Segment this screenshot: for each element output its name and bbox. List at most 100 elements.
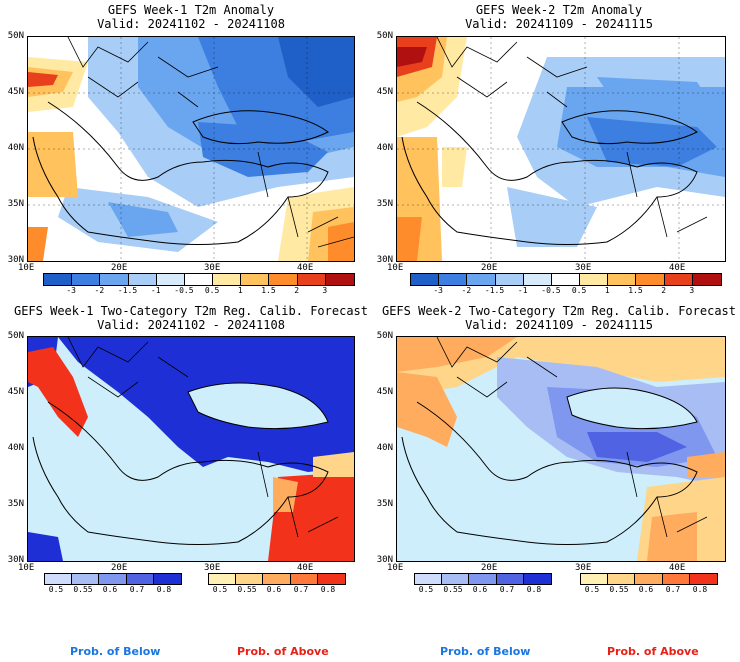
above-label: 0.6: [638, 585, 654, 594]
anomaly-label: -1: [517, 286, 528, 295]
panel-title-week1-prob: GEFS Week-1 Two-Category T2m Reg. Calib.…: [6, 304, 376, 332]
above-label: 0.7: [293, 585, 309, 594]
above-colorbar-week1: [208, 573, 346, 585]
anomaly-label: -1: [150, 286, 161, 295]
anomaly-label: 2: [294, 286, 300, 295]
lon-label: 20E: [481, 563, 498, 573]
below-swatch: [442, 574, 470, 584]
lon-label: 20E: [481, 263, 498, 273]
below-swatch: [496, 574, 524, 584]
anomaly-swatch: [664, 274, 693, 285]
lon-label: 10E: [18, 263, 35, 273]
lon-label: 20E: [111, 263, 128, 273]
prob-below-legend-week1: Prob. of Below: [70, 645, 161, 658]
above-swatch: [662, 574, 690, 584]
lat-label: 40N: [7, 443, 24, 453]
anomaly-label: 2: [661, 286, 667, 295]
panel-valid-text: Valid: 20241109 - 20241115: [465, 17, 653, 31]
below-label: 0.7: [499, 585, 515, 594]
below-swatch: [523, 574, 551, 584]
lon-label: 30E: [204, 563, 221, 573]
below-label: 0.5: [418, 585, 434, 594]
lon-label: 40E: [669, 263, 686, 273]
anomaly-swatch: [241, 274, 270, 285]
prob-below-legend-week2: Prob. of Below: [440, 645, 531, 658]
anomaly-swatch: [692, 274, 721, 285]
anomaly-swatch: [297, 274, 326, 285]
anomaly-swatch: [495, 274, 524, 285]
above-label: 0.55: [237, 585, 257, 594]
lat-label: 50N: [7, 31, 24, 41]
lon-label: 20E: [111, 563, 128, 573]
anomaly-swatch: [411, 274, 440, 285]
below-colorbar-week2: [414, 573, 552, 585]
anomaly-colorbar-week2: [410, 273, 722, 286]
above-swatch: [581, 574, 609, 584]
lat-label: 30N: [7, 555, 24, 565]
below-swatch: [469, 574, 497, 584]
anomaly-label: -1.5: [117, 286, 138, 295]
lat-label: 45N: [7, 387, 24, 397]
anomaly-label: 1.5: [628, 286, 643, 295]
lon-label: 10E: [387, 263, 404, 273]
above-swatch: [209, 574, 237, 584]
lat-label: 40N: [376, 443, 393, 453]
above-colorbar-week2: [580, 573, 718, 585]
anomaly-swatch: [523, 274, 552, 285]
anomaly-swatch: [44, 274, 73, 285]
anomaly-colorbar-week1: [43, 273, 355, 286]
below-swatch: [72, 574, 100, 584]
above-label: 0.8: [692, 585, 708, 594]
anomaly-swatch: [184, 274, 214, 285]
panel-valid-text: Valid: 20241109 - 20241115: [465, 318, 653, 332]
lon-label: 10E: [18, 563, 35, 573]
above-label: 0.5: [212, 585, 228, 594]
below-swatch: [45, 574, 73, 584]
lon-label: 30E: [575, 263, 592, 273]
below-label: 0.55: [73, 585, 93, 594]
below-label: 0.8: [156, 585, 172, 594]
anomaly-swatch: [213, 274, 242, 285]
anomaly-label: 1.5: [261, 286, 276, 295]
above-label: 0.7: [665, 585, 681, 594]
anomaly-swatch: [439, 274, 468, 285]
anomaly-label: -3: [66, 286, 76, 295]
lat-label: 35N: [376, 199, 393, 209]
lat-label: 40N: [7, 143, 24, 153]
above-swatch: [635, 574, 663, 584]
anomaly-label: -2: [94, 286, 105, 295]
lat-label: 35N: [376, 499, 393, 509]
lat-label: 45N: [376, 87, 393, 97]
below-label: 0.55: [443, 585, 463, 594]
above-label: 0.6: [266, 585, 282, 594]
map-week1-probability: [27, 336, 355, 562]
anomaly-swatch: [100, 274, 129, 285]
anomaly-swatch: [551, 274, 581, 285]
prob-above-legend-week2: Prob. of Above: [607, 645, 699, 658]
lat-label: 50N: [7, 331, 24, 341]
anomaly-label: 1: [237, 286, 243, 295]
map-week1-anomaly: [27, 36, 355, 262]
lon-label: 40E: [669, 563, 686, 573]
lat-label: 40N: [376, 143, 393, 153]
anomaly-label: 3: [322, 286, 328, 295]
anomaly-swatch: [636, 274, 665, 285]
lat-label: 30N: [376, 255, 393, 265]
anomaly-label: 0.5: [204, 286, 220, 295]
lon-label: 40E: [297, 563, 314, 573]
below-swatch: [153, 574, 181, 584]
anomaly-swatch: [269, 274, 298, 285]
map-week2-anomaly: [396, 36, 726, 262]
panel-title-week1-anomaly: GEFS Week-1 T2m Anomaly Valid: 20241102 …: [6, 3, 376, 31]
anomaly-swatch: [72, 274, 101, 285]
above-label: 0.5: [584, 585, 600, 594]
above-swatch: [290, 574, 318, 584]
lon-label: 10E: [387, 563, 404, 573]
anomaly-label: -0.5: [541, 286, 561, 295]
lat-label: 45N: [7, 87, 24, 97]
panel-title-week2-prob: GEFS Week-2 Two-Category T2m Reg. Calib.…: [374, 304, 740, 332]
anomaly-label: -0.5: [174, 286, 194, 295]
anomaly-swatch: [608, 274, 637, 285]
anomaly-label: 0.5: [571, 286, 587, 295]
panel-title-text: GEFS Week-2 T2m Anomaly: [475, 3, 643, 17]
